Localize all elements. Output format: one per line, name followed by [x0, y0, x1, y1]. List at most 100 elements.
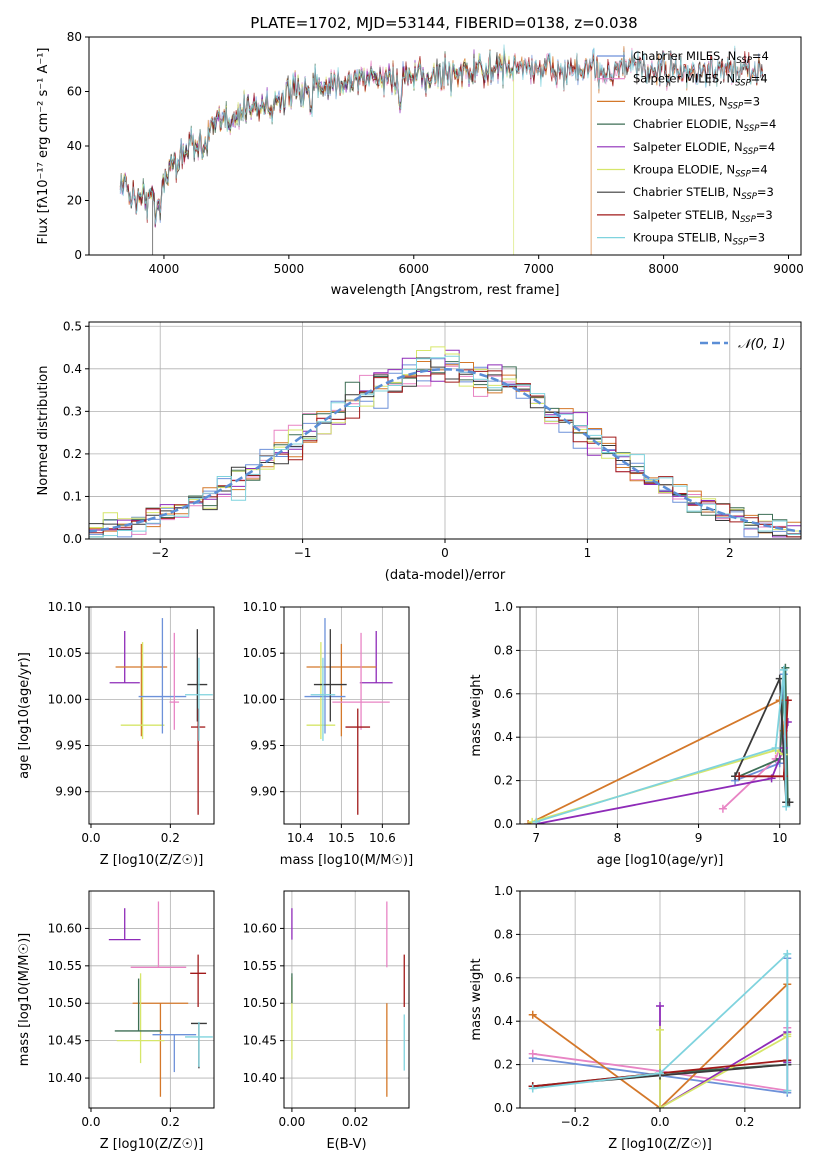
y-tick-label: 0.4	[494, 730, 513, 744]
y-tick-label: 0.8	[494, 927, 513, 941]
plot-residuals: −2 −1 0 1 2 0.0 0.1 0.2 0.3 0.4 0.5 (data-model)/er…	[36, 319, 802, 583]
legend-suffix: =4	[758, 140, 775, 154]
y-axis-label: age [log10(age/yr)]	[17, 652, 32, 779]
legend-suffix: =4	[751, 163, 768, 177]
plot-mass-weight-vs-Z: −0.2 0.0 0.2 0.0 0.2 0.4 0.6 0.8 1.0 Z [log10(Z/Z…	[469, 884, 801, 1152]
plot-mass-vs-ebv: 0.00 0.02 10.40 10.45 10.50 10.55 10.60 E(B-V)	[243, 890, 410, 1152]
weight-marker	[656, 1104, 664, 1108]
y-tick-label: 10.00	[243, 692, 277, 706]
x-tick-label: 0.0	[81, 1115, 100, 1129]
y-tick-label: 9.95	[250, 739, 277, 753]
y-tick-label: 10.00	[48, 692, 82, 706]
plot-area	[304, 618, 393, 815]
weight-marker	[656, 1069, 664, 1078]
weight-marker	[524, 820, 533, 824]
y-tick-label: 60	[67, 85, 82, 99]
legend-text: Salpeter MILES, N	[633, 72, 735, 86]
x-axis-label: mass [log10(M/M☉)]	[280, 853, 413, 868]
legend-suffix: =4	[759, 117, 776, 131]
axes-frame	[283, 890, 410, 1109]
weight-marker	[783, 1086, 792, 1095]
y-tick-label: 20	[67, 194, 82, 208]
legend-sub: SSP	[744, 124, 760, 134]
weight-line	[532, 951, 789, 1091]
legend-entry: Salpeter MILES, NSSP=4	[633, 72, 768, 89]
plot-age-vs-mass: 10.4 10.5 10.6 9.90 9.95 10.00 10.05 10.10 mass …	[243, 600, 414, 868]
legend-entry: Kroupa STELIB, NSSP=3	[633, 231, 765, 248]
plot-mass-weight-vs-age: 7 8 9 10 0.0 0.2 0.4 0.6 0.8 1.0 age [log10(age/yr…	[469, 600, 801, 868]
x-tick-label: 10.6	[369, 831, 396, 845]
weight-line	[532, 983, 788, 1108]
x-tick-label: 8	[614, 831, 622, 845]
legend-suffix: =3	[743, 94, 760, 108]
weight-marker	[718, 804, 727, 813]
x-tick-label: 0	[441, 546, 449, 560]
plot-area	[89, 346, 801, 538]
legend-text: Kroupa MILES, N	[633, 94, 728, 108]
x-tick-label: 0.0	[650, 1115, 669, 1129]
y-axis-label: mass [log10(M/M☉)]	[17, 933, 32, 1066]
y-tick-label: 0	[74, 248, 82, 262]
x-tick-label: −0.2	[561, 1115, 590, 1129]
plot-area	[119, 44, 764, 255]
y-tick-label: 0.0	[63, 532, 82, 546]
legend-sub: SSP	[728, 101, 744, 111]
plot-area	[291, 901, 405, 1097]
legend-text: Chabrier STELIB, N	[633, 185, 741, 199]
legend-entry: 𝒩(0, 1)	[738, 337, 785, 352]
x-tick-label: −2	[151, 546, 169, 560]
x-axis-label: Z [log10(Z/Z☉)]	[100, 853, 204, 868]
weight-line	[527, 698, 785, 824]
weight-line	[535, 669, 788, 823]
plot-area	[109, 618, 213, 815]
y-tick-label: 10.60	[48, 921, 82, 935]
weight-marker	[783, 949, 792, 958]
axes-frame	[283, 606, 410, 825]
plot-age-vs-Z: 0.0 0.2 9.90 9.95 10.00 10.05 10.10 Z [log10(Z/…	[17, 600, 215, 868]
legend-text: Salpeter ELODIE, N	[633, 140, 743, 154]
legend-suffix: =4	[752, 49, 769, 63]
figure-title: PLATE=1702, MJD=53144, FIBERID=0138, z=0…	[250, 14, 637, 32]
y-tick-label: 0.3	[63, 404, 82, 418]
weight-marker	[528, 1049, 537, 1058]
y-tick-label: 0.2	[494, 1058, 513, 1072]
y-tick-label: 9.95	[55, 739, 82, 753]
y-axis-label: mass weight	[469, 674, 484, 756]
x-axis-label: Z [log10(Z/Z☉)]	[100, 1137, 204, 1152]
axes-frame	[88, 890, 215, 1109]
y-tick-label: 10.10	[48, 600, 82, 614]
y-tick-label: 1.0	[494, 884, 513, 898]
x-tick-label: 5000	[274, 262, 305, 276]
legend-entry: Chabrier STELIB, NSSP=3	[633, 185, 774, 202]
plot-area	[524, 663, 794, 824]
y-tick-label: 10.10	[243, 600, 277, 614]
axes-frame	[519, 606, 801, 825]
plot-area	[108, 901, 213, 1097]
y-tick-label: 0.8	[494, 643, 513, 657]
legend-sub: SSP	[741, 192, 757, 202]
y-tick-label: 1.0	[494, 600, 513, 614]
y-tick-label: 10.50	[48, 996, 82, 1010]
plot-area	[528, 949, 792, 1108]
y-tick-label: 10.05	[243, 646, 277, 660]
y-tick-label: 80	[67, 30, 82, 44]
y-tick-label: 10.55	[48, 959, 82, 973]
legend-suffix: =3	[757, 185, 774, 199]
legend-entry: Chabrier MILES, NSSP=4	[633, 49, 769, 66]
axes-frame	[88, 606, 215, 825]
x-tick-label: 9	[695, 831, 703, 845]
weight-marker	[656, 1025, 664, 1034]
spectrum-line	[119, 44, 764, 225]
legend-sub: SSP	[743, 147, 759, 157]
y-tick-label: 10.45	[48, 1034, 82, 1048]
y-tick-label: 0.4	[63, 362, 82, 376]
x-axis-label: Z [log10(Z/Z☉)]	[608, 1137, 712, 1152]
y-tick-label: 0.2	[494, 774, 513, 788]
y-tick-label: 0.0	[494, 1101, 513, 1115]
x-tick-label: 6000	[398, 262, 429, 276]
weight-marker	[656, 1002, 664, 1011]
weight-marker	[735, 772, 744, 781]
y-axis-label: mass weight	[469, 958, 484, 1040]
